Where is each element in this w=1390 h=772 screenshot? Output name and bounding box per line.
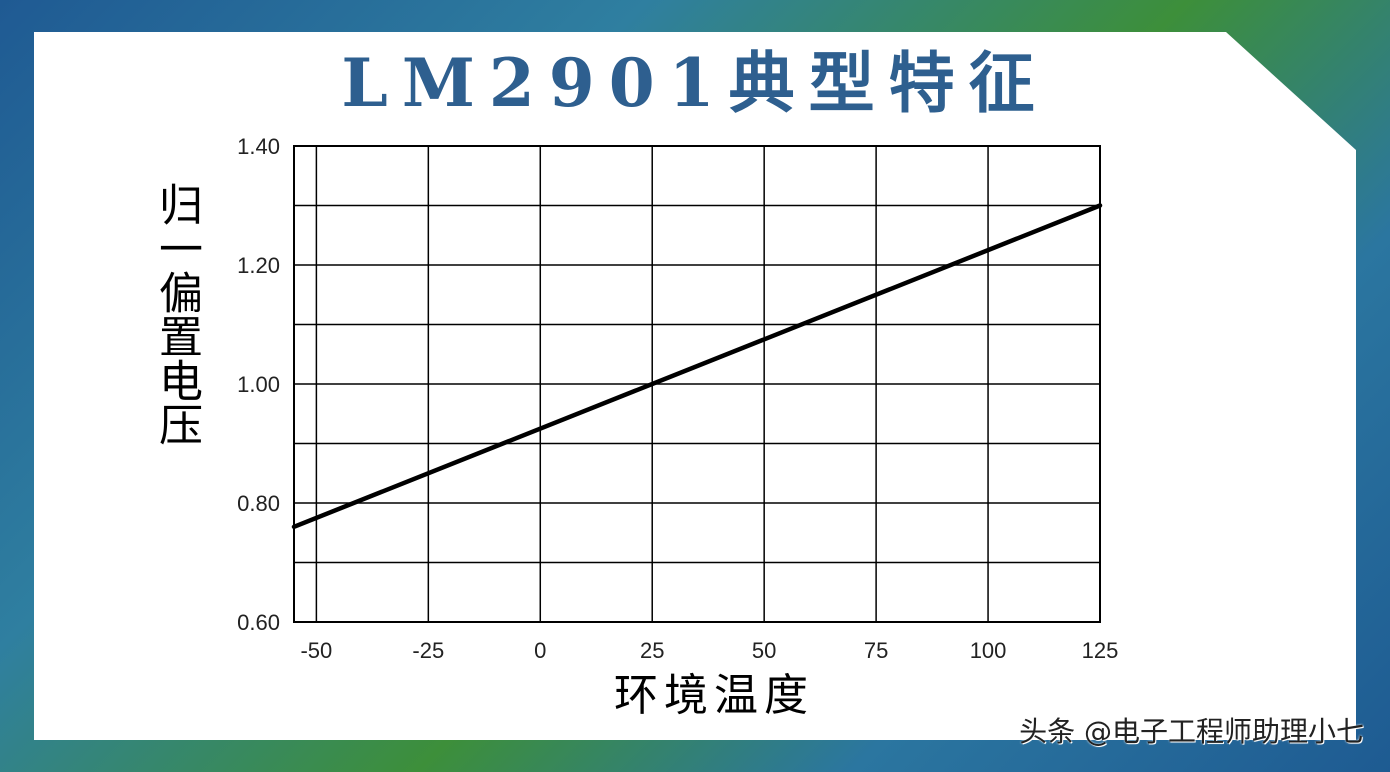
y-tick-label: 1.20	[237, 253, 280, 278]
y-axis-label: 归一偏置电压	[151, 182, 202, 446]
x-tick-label: -25	[412, 638, 444, 663]
y-tick-label: 0.80	[237, 491, 280, 516]
x-tick-label: 100	[970, 638, 1007, 663]
watermark: 头条 @电子工程师助理小七	[1019, 715, 1364, 748]
y-tick-label: 1.40	[237, 134, 280, 159]
x-tick-label: 25	[640, 638, 664, 663]
tick-labels: -50 -25 0 25 50 75 100 125 0.60 0.80 1.00 1.20 1.40	[237, 134, 1118, 663]
x-tick-label: 125	[1082, 638, 1119, 663]
series-line	[291, 203, 1103, 530]
chart-title: LM2901典型特征	[341, 44, 1049, 122]
x-tick-label: -50	[300, 638, 332, 663]
y-tick-label: 0.60	[237, 610, 280, 635]
grid	[293, 145, 1101, 623]
x-tick-label: 75	[864, 638, 888, 663]
y-tick-label: 1.00	[237, 372, 280, 397]
plot-area	[291, 203, 1103, 530]
x-axis-label: 环境温度	[614, 670, 814, 721]
x-tick-label: 0	[534, 638, 546, 663]
x-tick-label: 50	[752, 638, 776, 663]
